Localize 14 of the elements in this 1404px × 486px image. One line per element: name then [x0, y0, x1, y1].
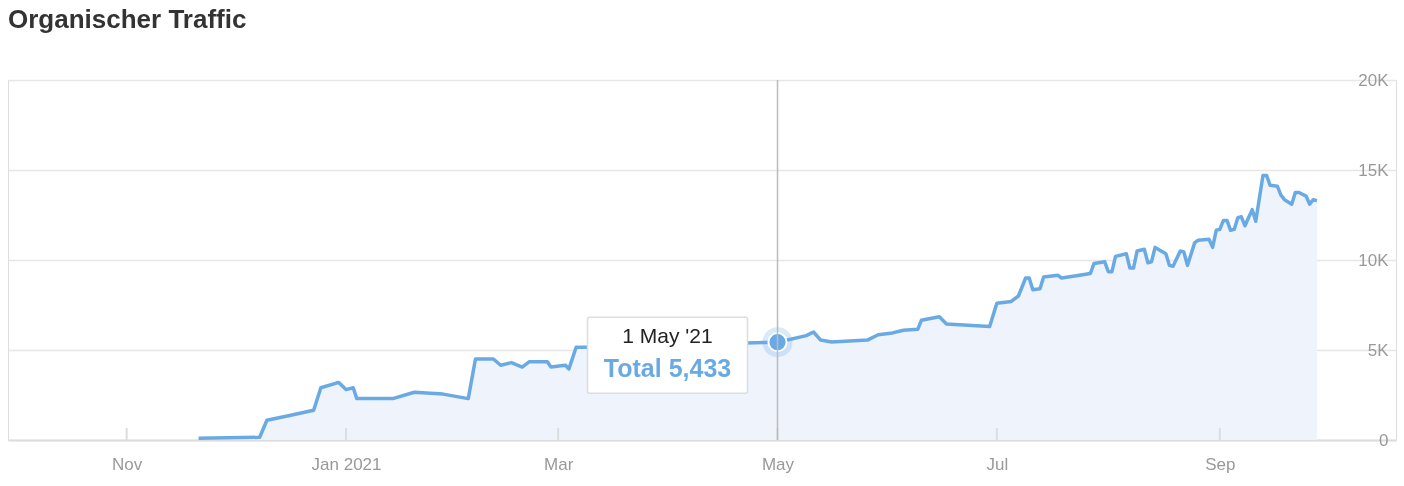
x-tick-label: Jan 2021	[311, 454, 382, 474]
x-tick-label: Nov	[112, 454, 143, 474]
chart-title: Organischer Traffic	[8, 4, 247, 34]
y-tick-label: 20K	[1358, 70, 1390, 90]
annotation: 1 May '21	[622, 324, 713, 348]
y-tick-label: 15K	[1358, 160, 1390, 180]
x-tick-label: Sep	[1205, 454, 1236, 474]
annotation: Total 5,433	[603, 354, 732, 383]
x-tick-label: Mar	[544, 454, 574, 474]
y-tick-label: 10K	[1358, 250, 1390, 270]
x-tick-label: May	[761, 454, 795, 474]
y-tick-label: 5K	[1367, 340, 1390, 360]
y-tick-label: 0	[1379, 430, 1389, 450]
x-tick-label: Jul	[986, 454, 1009, 474]
